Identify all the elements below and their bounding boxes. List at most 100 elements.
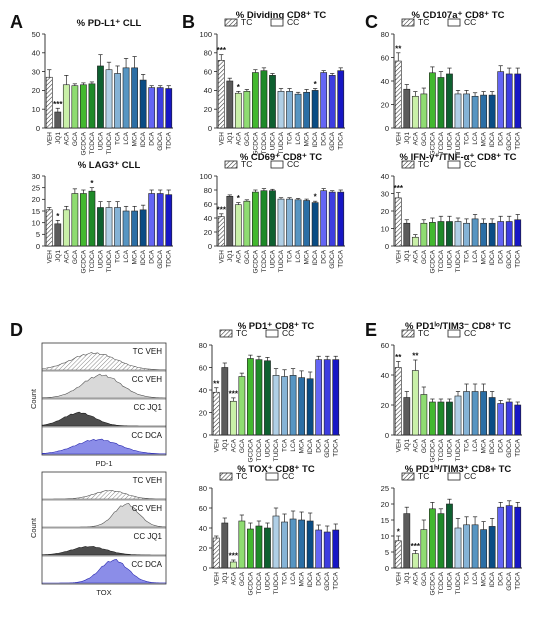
x-tick-label: LCA (123, 249, 130, 262)
bar-tcdca (437, 401, 445, 436)
y-tick-label: 25 (32, 183, 40, 192)
x-tick-label: DCA (498, 131, 505, 145)
x-tick-label: LCA (295, 131, 302, 144)
bar-gcdca (252, 72, 259, 129)
y-tick-label: 0 (36, 242, 40, 251)
x-tick-label: GDCA (506, 131, 513, 150)
bar-veh (394, 367, 402, 436)
significance-mark: *** (229, 389, 239, 398)
bar-gcdca (247, 528, 254, 569)
x-tick-label: MCA (481, 249, 488, 264)
bar-tcdca (88, 190, 96, 247)
x-tick-label: TDCA (515, 131, 522, 149)
bar-lca (294, 199, 302, 247)
x-tick-label: VEH (395, 132, 402, 146)
x-tick-label: TUDCA (278, 249, 285, 272)
bar-aca (411, 95, 419, 129)
x-tick-label: LCA (123, 131, 130, 144)
y-tick-label: 40 (204, 214, 212, 223)
bar-idca (488, 222, 496, 247)
x-tick-label: LCA (472, 571, 479, 584)
bar-gcdca (80, 193, 87, 247)
x-tick-label: GCDCA (429, 571, 436, 595)
x-tick-label: IDCA (307, 571, 314, 587)
bar-tca (463, 391, 470, 436)
y-tick-label: 40 (381, 172, 389, 181)
legend-label-cc: CC (282, 471, 294, 481)
legend-swatch-tc (401, 472, 415, 481)
bar-idca (488, 397, 496, 436)
x-tick-label: LCA (290, 571, 297, 584)
x-tick-label: ACA (412, 438, 419, 452)
significance-mark: * (397, 528, 401, 537)
bar-gdca (505, 73, 513, 129)
x-tick-label: TCA (287, 249, 294, 263)
legend-swatch-tc (224, 160, 238, 169)
x-tick-label: JQ1 (55, 132, 62, 144)
x-tick-label: JQ1 (222, 439, 229, 451)
x-tick-label: UDCA (269, 131, 276, 150)
bar-gdca (505, 505, 513, 569)
bar-tdca (514, 506, 522, 569)
x-tick-label: DCA (498, 249, 505, 263)
bar-tdca (165, 88, 173, 129)
y-tick-label: 15 (32, 207, 40, 216)
bar-mca (303, 91, 310, 129)
x-tick-label: TUDCA (106, 249, 113, 272)
y-tick-label: 30 (32, 67, 40, 76)
y-tick-label: 100 (199, 172, 212, 181)
bar-tcdca (260, 70, 268, 129)
x-tick-label: UDCA (446, 438, 453, 457)
x-tick-label: GDCA (506, 571, 513, 590)
y-tick-label: 0 (208, 124, 212, 133)
bar-aca (229, 561, 237, 569)
bar-idca (306, 520, 314, 569)
x-tick-label: TDCA (333, 571, 340, 589)
chart-title: % PD1ʰⁱ/TIM3⁺ CD8+ TC (405, 463, 512, 475)
x-tick-label: GCA (239, 571, 246, 586)
bar-dca (497, 403, 505, 436)
bar-dca (148, 193, 156, 247)
x-tick-label: TCDCA (89, 131, 96, 154)
x-tick-label: VEH (218, 250, 225, 264)
histogram-curve (42, 490, 167, 500)
x-tick-label: TCDCA (256, 571, 263, 594)
x-tick-label: ACA (412, 571, 419, 585)
bar-aca (229, 400, 237, 436)
histogram-curve (41, 373, 167, 399)
bar-mca (480, 222, 487, 247)
panel-letter-b: B (182, 12, 195, 32)
bar-dca (497, 506, 505, 569)
bar-veh (217, 216, 225, 247)
x-tick-label: ACA (412, 249, 419, 263)
bar-udca (446, 221, 453, 247)
bar-jq1 (403, 513, 411, 569)
x-tick-label: VEH (213, 572, 220, 586)
x-tick-label: UDCA (264, 571, 271, 590)
x-tick-label: TUDCA (455, 249, 462, 272)
histogram-curve (41, 411, 166, 427)
x-tick-label: MCA (132, 249, 139, 264)
x-tick-label: TCA (464, 571, 471, 585)
x-tick-label: LCA (472, 249, 479, 262)
bar-gcdca (247, 358, 254, 436)
legend-swatch-tc (401, 18, 415, 27)
bar-gca (420, 93, 428, 129)
histogram-y-label: Count (29, 388, 38, 409)
bar-tudca (272, 515, 280, 569)
legend-label-cc: CC (464, 471, 476, 481)
bar-tca (114, 207, 121, 247)
x-tick-label: TCDCA (89, 249, 96, 272)
legend-swatch-cc (447, 472, 461, 481)
bar-tca (286, 91, 293, 129)
legend-label-tc: TC (241, 159, 252, 169)
legend-swatch-tc (224, 18, 238, 27)
histogram-row-label: TC VEH (133, 347, 163, 356)
bar-gdca (323, 531, 331, 569)
bar-aca (234, 204, 242, 247)
histogram-x-label: PD-1 (95, 459, 112, 468)
bar-idca (311, 202, 319, 247)
x-tick-label: GCA (72, 131, 79, 146)
x-tick-label: ACA (235, 249, 242, 263)
